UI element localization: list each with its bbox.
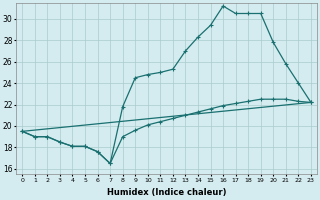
X-axis label: Humidex (Indice chaleur): Humidex (Indice chaleur) — [107, 188, 226, 197]
